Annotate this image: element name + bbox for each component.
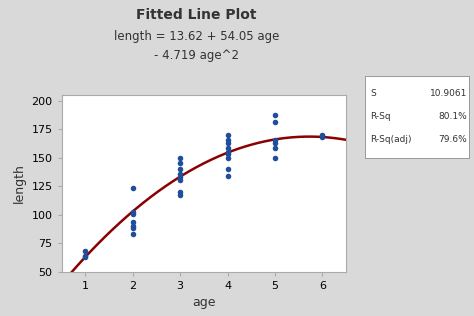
Point: [271, 138, 279, 143]
Point: [129, 211, 137, 216]
Point: [319, 132, 326, 137]
Point: [224, 152, 231, 157]
Point: [224, 138, 231, 143]
Point: [82, 254, 89, 259]
Point: [319, 133, 326, 138]
Point: [176, 161, 184, 166]
Text: Fitted Line Plot: Fitted Line Plot: [137, 8, 257, 22]
Text: 10.9061: 10.9061: [430, 89, 467, 98]
Text: - 4.719 age^2: - 4.719 age^2: [154, 49, 239, 62]
X-axis label: age: age: [192, 296, 216, 309]
Text: S: S: [370, 89, 376, 98]
Point: [224, 149, 231, 155]
Point: [176, 171, 184, 176]
Point: [271, 155, 279, 160]
Point: [271, 113, 279, 118]
Point: [319, 135, 326, 140]
Point: [129, 219, 137, 224]
Point: [224, 173, 231, 179]
Text: 79.6%: 79.6%: [438, 136, 467, 144]
Point: [271, 140, 279, 145]
Point: [176, 167, 184, 172]
Point: [82, 253, 89, 258]
Point: [129, 186, 137, 191]
Point: [129, 223, 137, 228]
Point: [224, 155, 231, 160]
Point: [224, 146, 231, 151]
Point: [82, 249, 89, 254]
Point: [271, 146, 279, 151]
Point: [224, 132, 231, 137]
Text: length = 13.62 + 54.05 age: length = 13.62 + 54.05 age: [114, 30, 279, 43]
Point: [224, 140, 231, 145]
Text: R-Sq: R-Sq: [370, 112, 391, 121]
Point: [224, 167, 231, 172]
Point: [129, 232, 137, 237]
Point: [129, 226, 137, 231]
Text: R-Sq(adj): R-Sq(adj): [370, 136, 412, 144]
Point: [176, 193, 184, 198]
Point: [129, 210, 137, 215]
Text: 80.1%: 80.1%: [438, 112, 467, 121]
Point: [176, 189, 184, 194]
Point: [176, 155, 184, 160]
Point: [176, 174, 184, 179]
Point: [176, 178, 184, 183]
Y-axis label: length: length: [13, 163, 26, 203]
Point: [271, 120, 279, 125]
